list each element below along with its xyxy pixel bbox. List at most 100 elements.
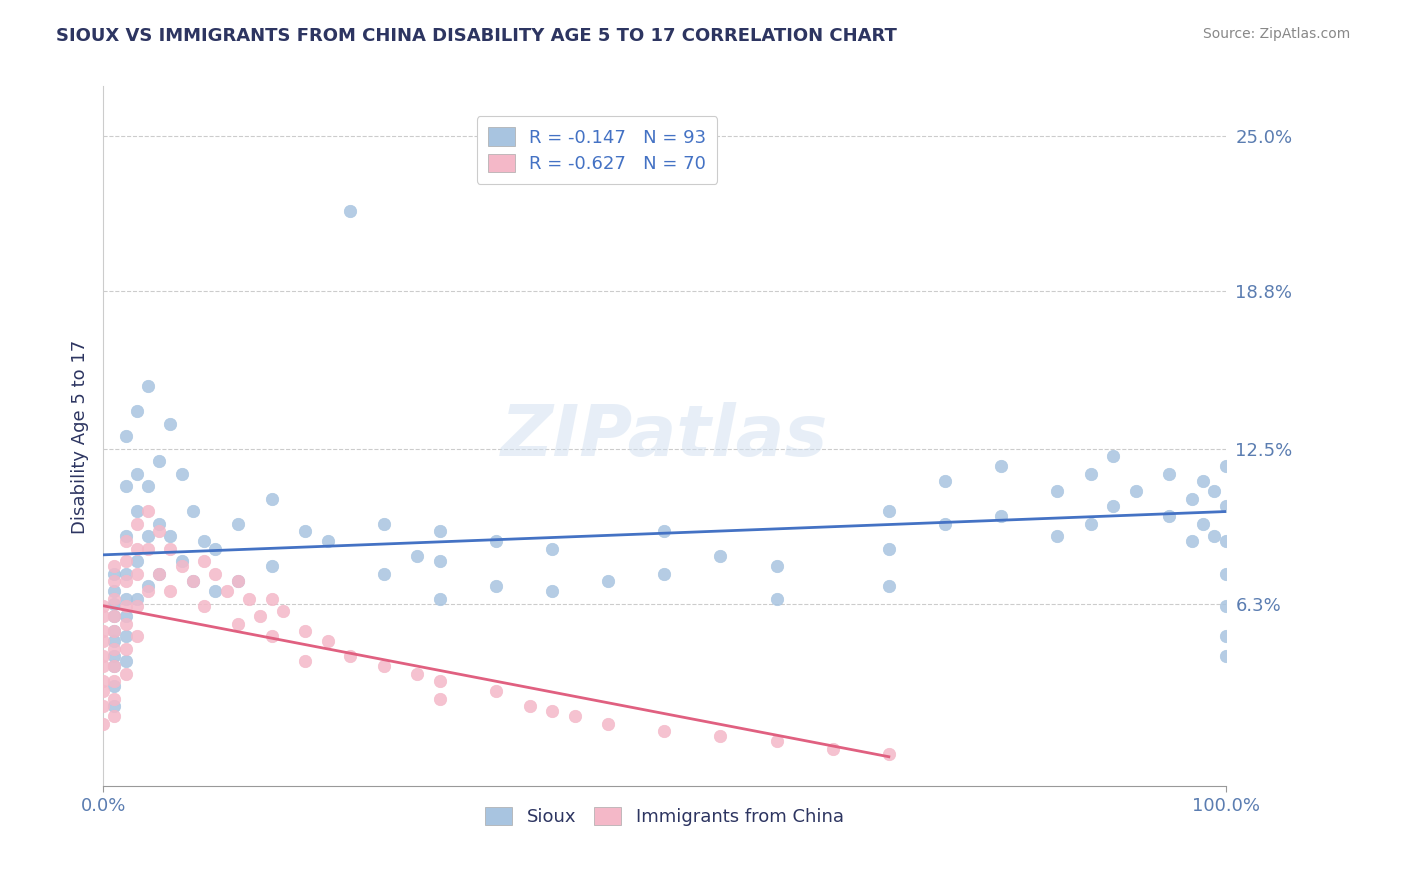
Point bbox=[136, 529, 159, 543]
Point bbox=[159, 541, 181, 556]
Point bbox=[406, 549, 429, 564]
Point bbox=[103, 624, 125, 639]
Point bbox=[193, 534, 215, 549]
Point bbox=[260, 559, 283, 574]
Y-axis label: Disability Age 5 to 17: Disability Age 5 to 17 bbox=[72, 339, 89, 533]
Point bbox=[249, 609, 271, 624]
Point bbox=[170, 467, 193, 481]
Point bbox=[204, 584, 226, 599]
Point bbox=[193, 599, 215, 614]
Point bbox=[406, 667, 429, 681]
Point bbox=[91, 674, 114, 689]
Point bbox=[877, 504, 900, 518]
Point bbox=[114, 566, 136, 581]
Point bbox=[821, 42, 844, 56]
Point bbox=[1080, 467, 1102, 481]
Point bbox=[91, 684, 114, 698]
Point bbox=[1215, 534, 1237, 549]
Point bbox=[1215, 566, 1237, 581]
Point bbox=[103, 674, 125, 689]
Point bbox=[114, 667, 136, 681]
Point bbox=[519, 699, 541, 714]
Point bbox=[103, 692, 125, 706]
Point bbox=[103, 659, 125, 673]
Point bbox=[429, 554, 451, 568]
Point bbox=[990, 459, 1012, 474]
Point bbox=[114, 599, 136, 614]
Point bbox=[103, 699, 125, 714]
Point bbox=[170, 559, 193, 574]
Point bbox=[136, 579, 159, 593]
Point bbox=[1204, 484, 1226, 499]
Point bbox=[181, 574, 204, 589]
Point bbox=[541, 705, 564, 719]
Point bbox=[1125, 484, 1147, 499]
Point bbox=[91, 659, 114, 673]
Point bbox=[1102, 500, 1125, 514]
Point bbox=[125, 591, 148, 606]
Point bbox=[193, 554, 215, 568]
Point bbox=[541, 541, 564, 556]
Point bbox=[103, 609, 125, 624]
Point bbox=[91, 634, 114, 648]
Point bbox=[91, 609, 114, 624]
Point bbox=[598, 574, 620, 589]
Point bbox=[373, 516, 395, 531]
Point bbox=[114, 479, 136, 493]
Point bbox=[136, 541, 159, 556]
Point bbox=[103, 609, 125, 624]
Point bbox=[226, 516, 249, 531]
Point bbox=[103, 591, 125, 606]
Point bbox=[148, 454, 170, 468]
Point bbox=[1181, 491, 1204, 506]
Point bbox=[114, 609, 136, 624]
Point bbox=[709, 730, 731, 744]
Point bbox=[91, 599, 114, 614]
Point bbox=[103, 624, 125, 639]
Point bbox=[226, 574, 249, 589]
Point bbox=[125, 630, 148, 644]
Point bbox=[1215, 459, 1237, 474]
Text: Source: ZipAtlas.com: Source: ZipAtlas.com bbox=[1202, 27, 1350, 41]
Point bbox=[125, 566, 148, 581]
Point bbox=[114, 655, 136, 669]
Point bbox=[114, 630, 136, 644]
Point bbox=[429, 524, 451, 539]
Point bbox=[159, 529, 181, 543]
Point bbox=[1204, 529, 1226, 543]
Point bbox=[1215, 649, 1237, 664]
Point bbox=[181, 504, 204, 518]
Point bbox=[485, 684, 508, 698]
Point bbox=[103, 584, 125, 599]
Point bbox=[564, 709, 586, 723]
Point bbox=[215, 584, 238, 599]
Point bbox=[1080, 516, 1102, 531]
Point bbox=[125, 504, 148, 518]
Point bbox=[765, 591, 787, 606]
Point bbox=[294, 655, 316, 669]
Point bbox=[1192, 516, 1215, 531]
Point bbox=[114, 616, 136, 631]
Point bbox=[654, 524, 676, 539]
Legend: Sioux, Immigrants from China: Sioux, Immigrants from China bbox=[478, 799, 851, 833]
Point bbox=[934, 475, 956, 489]
Point bbox=[91, 649, 114, 664]
Point bbox=[1192, 475, 1215, 489]
Point bbox=[103, 649, 125, 664]
Point bbox=[114, 534, 136, 549]
Point bbox=[1215, 599, 1237, 614]
Point bbox=[103, 659, 125, 673]
Point bbox=[934, 516, 956, 531]
Point bbox=[226, 574, 249, 589]
Point bbox=[1159, 467, 1181, 481]
Point bbox=[709, 549, 731, 564]
Point bbox=[136, 504, 159, 518]
Point bbox=[339, 649, 361, 664]
Point bbox=[103, 680, 125, 694]
Point bbox=[125, 541, 148, 556]
Point bbox=[114, 429, 136, 443]
Point bbox=[148, 566, 170, 581]
Point bbox=[170, 554, 193, 568]
Point bbox=[485, 534, 508, 549]
Point bbox=[1102, 450, 1125, 464]
